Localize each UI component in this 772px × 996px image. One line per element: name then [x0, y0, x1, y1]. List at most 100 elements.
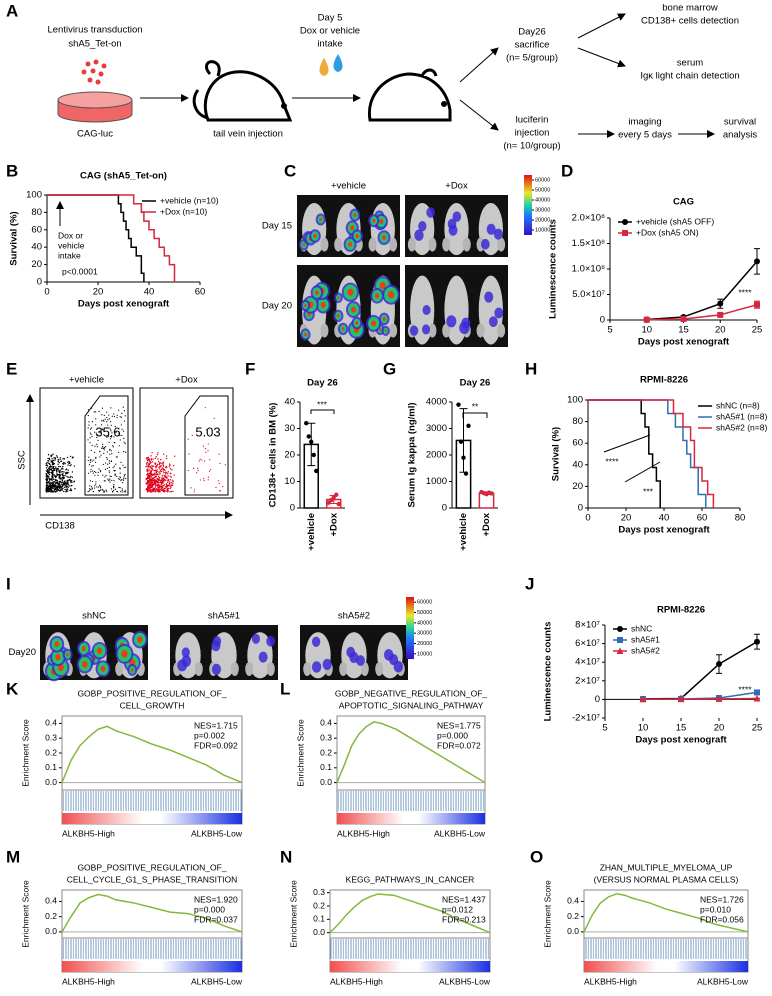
event	[48, 477, 51, 480]
series-line	[646, 260, 758, 321]
event	[69, 489, 71, 492]
rank-label: ALKBH5-Low	[697, 976, 749, 986]
event	[89, 428, 92, 430]
event	[91, 435, 93, 437]
colorbar-label: 40000	[535, 197, 550, 203]
event	[120, 416, 123, 418]
event	[106, 436, 108, 438]
event	[147, 491, 149, 493]
data-point	[715, 695, 723, 702]
mouse-leg	[266, 662, 275, 676]
event	[158, 478, 160, 480]
bracket	[310, 409, 335, 414]
data-point	[643, 316, 650, 323]
event	[165, 471, 168, 474]
mouse-leg	[428, 323, 437, 338]
event	[47, 476, 49, 479]
event	[47, 460, 50, 462]
annotation: Dox or	[58, 230, 83, 240]
event	[119, 477, 121, 479]
event	[146, 469, 148, 471]
event	[108, 449, 111, 451]
event	[164, 471, 166, 474]
mouse-leg	[245, 662, 254, 676]
chart-title: RPMI-8226	[640, 375, 688, 386]
event	[64, 462, 66, 465]
event	[157, 483, 159, 486]
event	[149, 465, 151, 468]
event	[67, 464, 69, 466]
annotation: ****	[605, 456, 619, 466]
mouse	[192, 60, 293, 122]
event	[119, 468, 121, 470]
event	[59, 469, 61, 471]
event	[158, 485, 161, 488]
y-axis-label: Luminescence counts	[548, 219, 559, 319]
y-tick-label: 0.0	[45, 926, 57, 936]
event	[156, 489, 159, 492]
rank-gradient	[62, 813, 242, 824]
event	[89, 437, 91, 439]
signal	[350, 225, 355, 231]
signal	[311, 661, 322, 673]
y-axis-label: Enrichment Score	[288, 880, 298, 948]
event	[108, 471, 111, 473]
event	[125, 451, 127, 453]
diagram-text: shA5_Tet-on	[68, 39, 121, 50]
mouse-body	[478, 275, 503, 345]
event	[45, 470, 48, 472]
event	[45, 491, 48, 493]
event	[119, 439, 121, 441]
event	[52, 481, 55, 483]
plot-title: +vehicle	[69, 375, 104, 386]
x-tick-label: 60	[195, 287, 206, 298]
event	[150, 489, 153, 491]
event	[52, 467, 55, 469]
diagram-text: Day 5	[318, 13, 343, 24]
event	[70, 488, 72, 490]
y-tick-label: 3000	[426, 423, 447, 434]
diagram-text: CD138+ cells detection	[641, 16, 739, 27]
event	[87, 472, 90, 474]
event	[164, 479, 166, 481]
event	[203, 460, 206, 462]
mouse-leg	[442, 323, 451, 338]
signal	[493, 228, 503, 240]
event	[64, 488, 66, 491]
panel-letter: J	[525, 574, 534, 593]
event	[147, 465, 149, 467]
y-tick-label: 1.0×10⁸	[572, 264, 605, 275]
x-axis-label: Days post xenograft	[635, 735, 727, 746]
event	[102, 429, 104, 431]
event	[148, 458, 151, 461]
y-tick-label: 0.0	[567, 926, 579, 936]
x-axis-label: CD138	[45, 521, 75, 532]
event	[148, 478, 151, 480]
row-label: Day 20	[262, 301, 292, 312]
arrow	[459, 99, 499, 131]
event	[93, 459, 95, 461]
event	[56, 473, 58, 475]
event	[210, 469, 212, 471]
event	[165, 455, 168, 457]
enrichment-curve	[329, 893, 491, 934]
event	[160, 483, 162, 486]
mouse	[367, 68, 452, 122]
event	[205, 429, 207, 431]
event	[48, 480, 50, 483]
y-tick-label: 0.3	[313, 887, 325, 897]
event	[87, 427, 89, 429]
event	[101, 414, 103, 416]
event	[187, 469, 189, 472]
colorbar	[524, 175, 532, 235]
event	[58, 480, 61, 483]
event	[116, 414, 118, 416]
event	[65, 482, 67, 485]
event	[151, 452, 153, 454]
event	[150, 468, 153, 470]
signal	[137, 636, 143, 643]
event	[124, 442, 126, 445]
event	[103, 452, 105, 455]
event	[158, 463, 161, 466]
